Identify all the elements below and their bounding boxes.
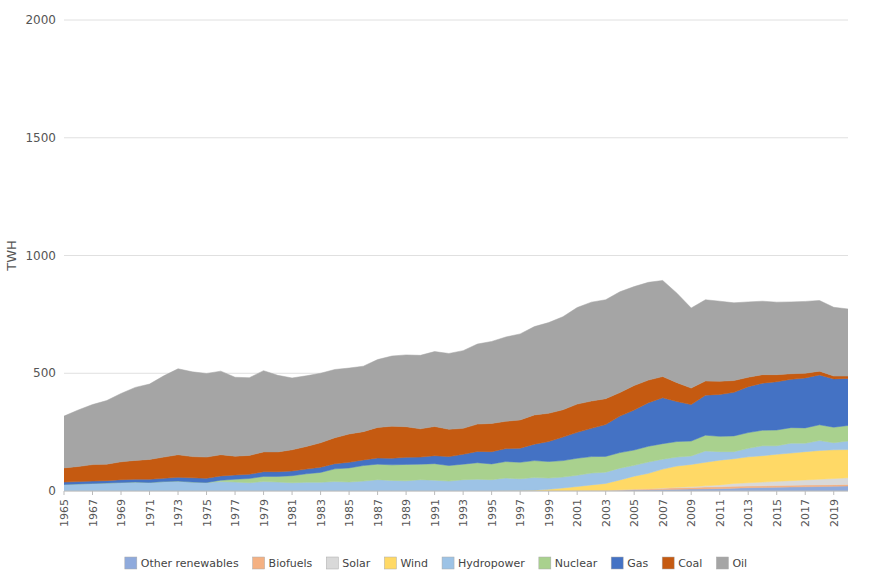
x-tick-label: 2019 bbox=[828, 499, 841, 527]
x-tick-label: 1967 bbox=[87, 499, 100, 527]
legend-label: Wind bbox=[400, 557, 428, 570]
legend-swatch bbox=[125, 557, 137, 569]
grid bbox=[64, 20, 848, 491]
x-tick-label: 2009 bbox=[685, 499, 698, 527]
x-tick bbox=[805, 491, 806, 495]
x-tick-label: 2011 bbox=[714, 499, 727, 527]
x-tick-label: 1989 bbox=[400, 499, 413, 527]
x-tick-label: 1991 bbox=[429, 499, 442, 527]
legend-label: Biofuels bbox=[269, 557, 313, 570]
legend-label: Hydropower bbox=[458, 557, 525, 570]
x-tick bbox=[662, 491, 663, 495]
x-tick-label: 1969 bbox=[115, 499, 128, 527]
legend-label: Coal bbox=[678, 557, 702, 570]
x-tick bbox=[776, 491, 777, 495]
legend-item: Other renewables bbox=[125, 557, 239, 570]
x-tick bbox=[292, 491, 293, 495]
legend-swatch bbox=[716, 557, 728, 569]
x-tick-label: 1965 bbox=[58, 499, 71, 527]
legend-swatch bbox=[326, 557, 338, 569]
x-tick-label: 1975 bbox=[201, 499, 214, 527]
x-tick bbox=[520, 491, 521, 495]
y-tick-label: 500 bbox=[33, 366, 56, 380]
x-tick bbox=[691, 491, 692, 495]
y-tick-label: 1000 bbox=[25, 249, 56, 263]
x-tick-label: 1997 bbox=[514, 499, 527, 527]
x-tick-label: 1993 bbox=[457, 499, 470, 527]
legend-label: Other renewables bbox=[141, 557, 239, 570]
grid-line bbox=[64, 491, 848, 492]
legend-swatch bbox=[662, 557, 674, 569]
grid-line bbox=[64, 20, 848, 21]
legend-item: Nuclear bbox=[539, 557, 598, 570]
x-tick bbox=[121, 491, 122, 495]
x-tick bbox=[178, 491, 179, 495]
grid-line bbox=[64, 255, 848, 256]
legend-swatch bbox=[384, 557, 396, 569]
grid-line bbox=[64, 137, 848, 138]
x-tick-label: 1973 bbox=[172, 499, 185, 527]
y-tick-label: 2000 bbox=[25, 13, 56, 27]
x-tick bbox=[634, 491, 635, 495]
x-tick bbox=[491, 491, 492, 495]
legend-item: Solar bbox=[326, 557, 371, 570]
y-tick-label: 1500 bbox=[25, 131, 56, 145]
x-tick bbox=[434, 491, 435, 495]
x-tick-label: 2003 bbox=[600, 499, 613, 527]
x-tick-label: 1985 bbox=[343, 499, 356, 527]
x-tick-label: 1977 bbox=[229, 499, 242, 527]
x-tick-label: 2017 bbox=[799, 499, 812, 527]
x-tick-label: 2005 bbox=[628, 499, 641, 527]
x-tick bbox=[719, 491, 720, 495]
x-tick-label: 1979 bbox=[258, 499, 271, 527]
y-axis-label: TWH bbox=[4, 240, 19, 272]
legend-item: Biofuels bbox=[253, 557, 313, 570]
legend-label: Solar bbox=[342, 557, 371, 570]
legend-swatch bbox=[539, 557, 551, 569]
y-tick-label: 0 bbox=[48, 484, 56, 498]
legend-item: Coal bbox=[662, 557, 702, 570]
chart: 0 500 1000 1500 2000 1965 1967 1969 1971 1973 1975… bbox=[0, 0, 872, 583]
legend-swatch bbox=[253, 557, 265, 569]
legend-item: Oil bbox=[716, 557, 747, 570]
x-tick bbox=[577, 491, 578, 495]
x-tick bbox=[349, 491, 350, 495]
x-tick bbox=[406, 491, 407, 495]
legend-swatch bbox=[442, 557, 454, 569]
legend-item: Wind bbox=[384, 557, 428, 570]
x-tick-label: 1971 bbox=[144, 499, 157, 527]
x-tick bbox=[377, 491, 378, 495]
x-tick bbox=[748, 491, 749, 495]
x-tick-label: 2013 bbox=[742, 499, 755, 527]
x-tick bbox=[149, 491, 150, 495]
x-tick-label: 2007 bbox=[657, 499, 670, 527]
area bbox=[64, 280, 848, 467]
x-tick bbox=[64, 491, 65, 495]
legend-label: Nuclear bbox=[555, 557, 598, 570]
x-tick-label: 1981 bbox=[286, 499, 299, 527]
x-tick bbox=[833, 491, 834, 495]
x-tick-label: 1999 bbox=[543, 499, 556, 527]
legend-swatch bbox=[611, 557, 623, 569]
legend-label: Oil bbox=[732, 557, 747, 570]
x-axis-line bbox=[64, 491, 848, 492]
legend-item: Gas bbox=[611, 557, 648, 570]
x-tick bbox=[206, 491, 207, 495]
x-tick bbox=[463, 491, 464, 495]
x-tick bbox=[235, 491, 236, 495]
x-tick bbox=[92, 491, 93, 495]
x-tick bbox=[605, 491, 606, 495]
x-tick-label: 2015 bbox=[771, 499, 784, 527]
x-tick-label: 1983 bbox=[315, 499, 328, 527]
areas bbox=[64, 280, 848, 491]
legend: Other renewables Biofuels Solar Wind Hydropo… bbox=[125, 557, 747, 570]
legend-item: Hydropower bbox=[442, 557, 525, 570]
x-tick bbox=[320, 491, 321, 495]
x-tick-label: 2001 bbox=[571, 499, 584, 527]
x-tick bbox=[548, 491, 549, 495]
x-tick-label: 1995 bbox=[486, 499, 499, 527]
legend-label: Gas bbox=[627, 557, 648, 570]
x-tick-label: 1987 bbox=[372, 499, 385, 527]
x-tick bbox=[263, 491, 264, 495]
